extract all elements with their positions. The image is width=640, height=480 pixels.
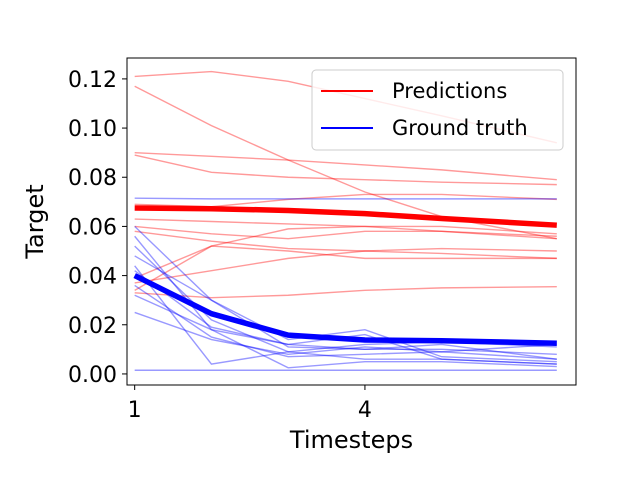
ground-truth-mean-line xyxy=(133,273,557,346)
y-tick-label: 0.10 xyxy=(68,117,117,142)
prediction-run-line-9 xyxy=(134,225,557,279)
y-axis-label: Target xyxy=(21,184,49,259)
prediction-run-line-10 xyxy=(134,247,557,284)
y-tick-label: 0.08 xyxy=(68,166,117,191)
prediction-run-line-12 xyxy=(134,285,557,299)
y-tick-label: 0.06 xyxy=(68,215,117,240)
plot-frame xyxy=(126,57,577,386)
prediction-run-line-3 xyxy=(134,151,557,181)
legend-box xyxy=(311,69,564,151)
ground-truth-run-line-1 xyxy=(134,197,557,200)
ground-truth-run-line-2 xyxy=(134,225,557,360)
prediction-run-line-11 xyxy=(134,245,557,291)
prediction-run-line-8 xyxy=(134,230,557,260)
ground-truth-run-line-8 xyxy=(134,284,557,360)
prediction-run-line-7 xyxy=(134,225,557,240)
x-tick-label: 1 xyxy=(128,398,142,423)
ground-truth-run-line-7 xyxy=(134,270,557,355)
predictions-mean-line xyxy=(134,205,557,228)
ground-truth-run-line-5 xyxy=(134,255,557,363)
legend-predictions-label: Predictions xyxy=(392,79,507,103)
legend-ground-truth-label: Ground truth xyxy=(392,116,528,140)
y-tick-label: 0.00 xyxy=(68,363,117,388)
y-tick-label: 0.12 xyxy=(68,68,117,93)
ground-truth-run-line-10 xyxy=(134,311,557,355)
x-axis-label: Timesteps xyxy=(289,426,413,454)
y-tick-label: 0.02 xyxy=(68,314,117,339)
x-tick-label: 4 xyxy=(358,398,372,423)
prediction-run-line-6 xyxy=(134,218,557,237)
prediction-run-line-4 xyxy=(134,154,557,186)
ground-truth-run-line-6 xyxy=(134,265,557,365)
y-tick-label: 0.04 xyxy=(68,265,117,290)
legend: Predictions Ground truth xyxy=(311,69,564,151)
ground-truth-run-line-9 xyxy=(134,294,557,369)
